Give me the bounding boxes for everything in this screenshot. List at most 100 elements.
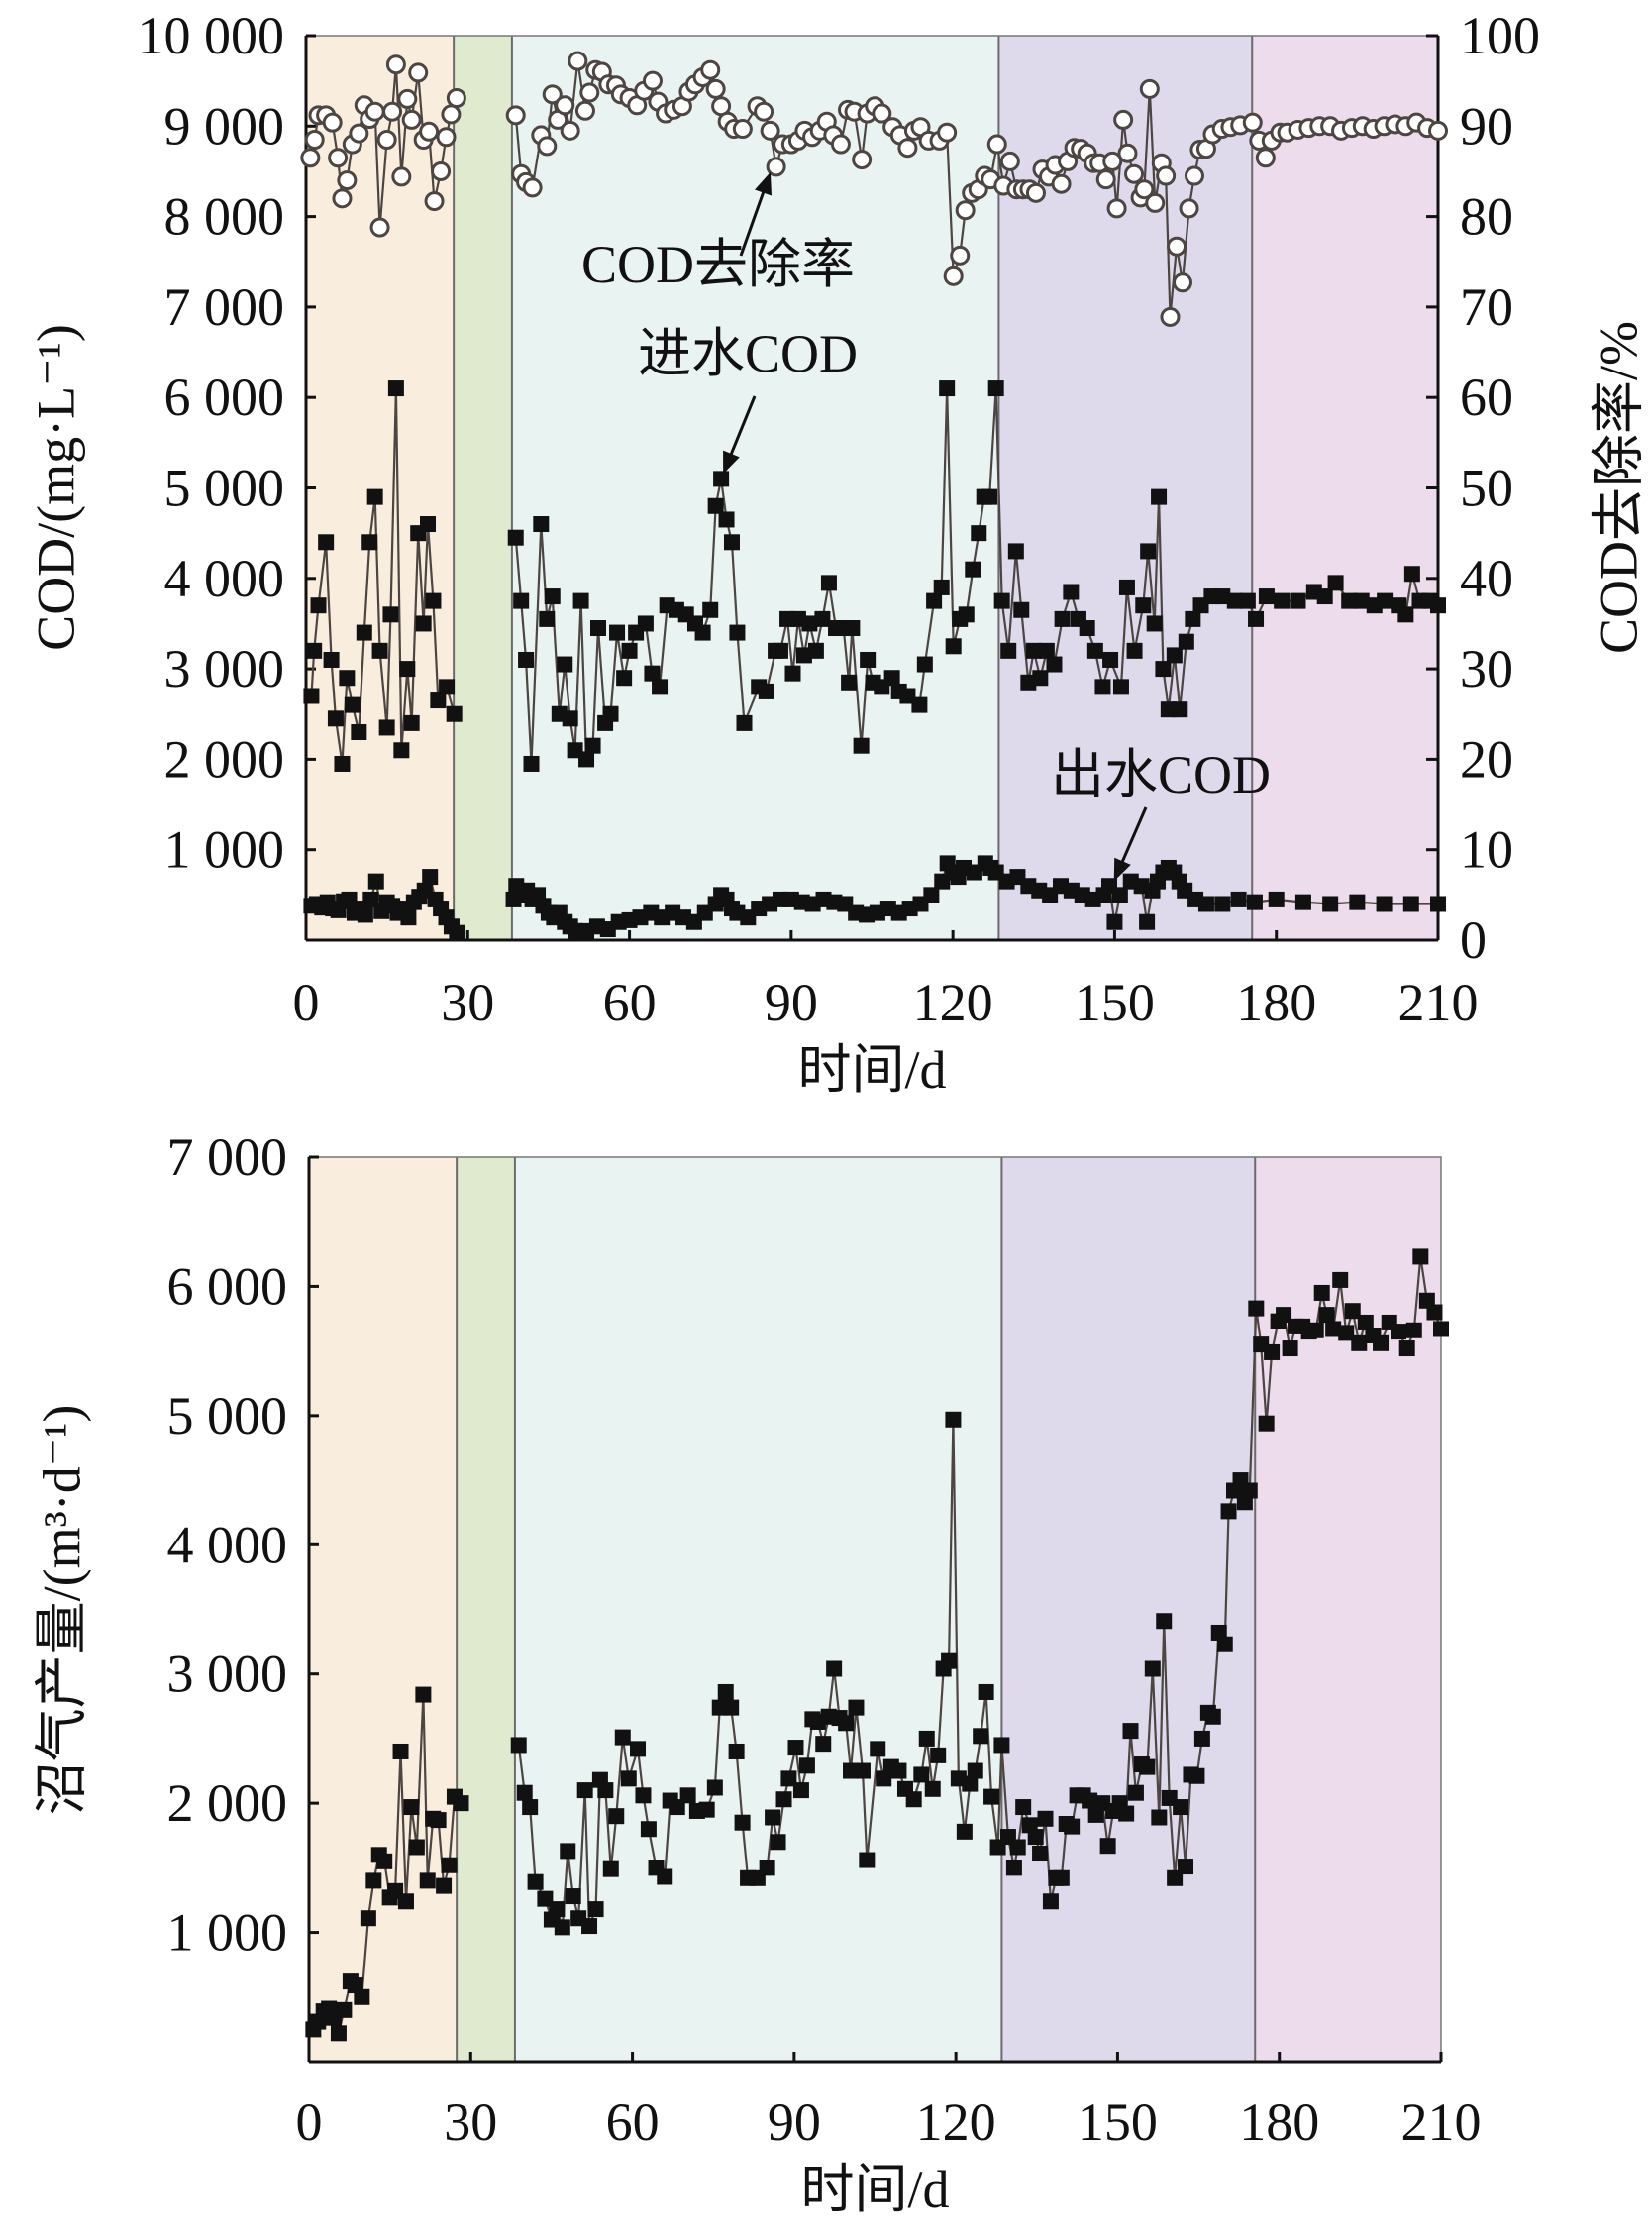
data-point-influent xyxy=(993,592,1010,609)
data-point-biogas xyxy=(516,1784,533,1801)
data-point-removal xyxy=(349,123,369,144)
data-point-biogas xyxy=(1241,1482,1258,1499)
data-point-influent xyxy=(1063,584,1080,600)
annotation-influent: 进水COD xyxy=(638,324,858,383)
data-point-influent xyxy=(1226,592,1243,609)
data-point-biogas xyxy=(620,1770,637,1787)
data-point-influent xyxy=(1013,601,1030,618)
data-point-influent xyxy=(652,679,669,695)
data-point-influent xyxy=(557,656,573,673)
data-point-removal xyxy=(424,191,445,212)
data-point-influent xyxy=(718,511,735,528)
data-point-biogas xyxy=(890,1762,907,1779)
data-point-biogas xyxy=(918,1730,935,1747)
series-biogas xyxy=(305,1248,1449,2042)
data-point-removal xyxy=(431,160,452,181)
data-point-removal xyxy=(766,157,786,177)
data-point-biogas xyxy=(630,1741,647,1757)
x-tick-label: 30 xyxy=(444,2092,497,2152)
data-point-removal xyxy=(522,177,543,198)
data-point-influent xyxy=(1353,592,1370,609)
data-point-biogas xyxy=(510,1737,527,1754)
data-point-biogas xyxy=(430,1812,447,1829)
x-tick-label: 60 xyxy=(606,2092,660,2152)
data-point-biogas xyxy=(1398,1340,1415,1357)
data-point-influent xyxy=(584,737,601,754)
data-point-biogas xyxy=(780,1770,797,1787)
data-point-influent xyxy=(784,665,801,682)
data-point-biogas xyxy=(1248,1300,1265,1317)
data-point-biogas xyxy=(1173,1799,1189,1816)
data-point-biogas xyxy=(441,1857,458,1873)
data-point-biogas xyxy=(1351,1334,1368,1351)
data-point-removal xyxy=(732,119,753,140)
data-point-influent xyxy=(958,606,975,623)
data-point-biogas xyxy=(787,1740,804,1756)
data-point-biogas xyxy=(765,1809,781,1826)
data-point-removal xyxy=(391,166,412,187)
data-point-biogas xyxy=(1042,1893,1059,1910)
data-point-biogas xyxy=(360,1910,376,1927)
data-point-influent xyxy=(911,696,928,713)
data-point-removal xyxy=(579,82,600,103)
data-point-removal xyxy=(304,129,325,150)
data-point-influent xyxy=(1155,661,1172,678)
data-point-influent xyxy=(1178,633,1194,650)
data-point-influent xyxy=(1007,543,1024,560)
x-tick-label: 90 xyxy=(768,2092,821,2152)
series-effluent xyxy=(303,855,1446,941)
data-point-biogas xyxy=(415,1686,432,1703)
data-point-removal xyxy=(568,51,588,71)
data-point-biogas xyxy=(1426,1304,1443,1321)
data-point-removal xyxy=(574,100,595,121)
x-tick-label: 120 xyxy=(916,2092,996,2152)
y2-tick-label: 10 xyxy=(1460,820,1513,880)
data-point-biogas xyxy=(1053,1869,1070,1886)
data-point-biogas xyxy=(1139,1758,1156,1775)
data-point-influent xyxy=(844,620,861,637)
data-point-biogas xyxy=(973,1728,989,1745)
data-point-biogas xyxy=(1064,1818,1081,1835)
y-tick-label: 3 000 xyxy=(167,1645,288,1704)
data-point-biogas xyxy=(330,2025,347,2042)
data-point-biogas xyxy=(1037,1810,1054,1827)
data-point-influent xyxy=(327,710,344,727)
data-point-removal xyxy=(382,101,403,122)
y2-tick-label: 70 xyxy=(1460,277,1513,337)
data-point-influent xyxy=(933,579,950,595)
x-tick-label: 0 xyxy=(296,2092,323,2152)
data-point-influent xyxy=(729,624,746,641)
data-point-effluent xyxy=(400,909,417,926)
data-point-influent xyxy=(562,710,578,727)
data-point-influent xyxy=(1341,592,1358,609)
data-point-biogas xyxy=(1178,1859,1194,1875)
data-point-biogas xyxy=(728,1743,745,1759)
data-point-biogas xyxy=(854,1762,871,1779)
data-point-biogas xyxy=(1144,1660,1161,1677)
biogas-chart: 0 30 60 90 120 150 180 210 1 000 2 000 3 000 4 000 5… xyxy=(32,1127,1481,2219)
data-point-biogas xyxy=(640,1821,657,1838)
data-point-influent xyxy=(1079,620,1095,637)
data-point-biogas xyxy=(635,1787,652,1804)
data-point-biogas xyxy=(1405,1322,1422,1338)
data-point-influent xyxy=(1214,588,1231,605)
data-point-removal xyxy=(505,105,526,126)
y2-tick-label: 40 xyxy=(1460,549,1513,608)
data-point-biogas xyxy=(734,1814,751,1831)
y-axis-label: 沼气产量/(m³·d⁻¹) xyxy=(32,1405,91,1816)
data-point-effluent xyxy=(1139,913,1156,930)
data-point-influent xyxy=(814,610,831,627)
data-point-influent xyxy=(533,516,550,533)
data-point-removal xyxy=(385,54,406,75)
data-point-influent xyxy=(987,380,1004,397)
data-point-influent xyxy=(723,534,740,551)
data-point-biogas xyxy=(1313,1284,1330,1301)
data-point-effluent xyxy=(923,887,940,903)
data-point-influent xyxy=(318,534,335,551)
data-point-biogas xyxy=(870,1741,886,1757)
data-point-biogas xyxy=(1151,1809,1168,1826)
data-point-influent xyxy=(403,714,420,731)
data-point-influent xyxy=(772,642,788,659)
data-point-removal xyxy=(1113,109,1134,130)
data-point-biogas xyxy=(905,1791,922,1808)
